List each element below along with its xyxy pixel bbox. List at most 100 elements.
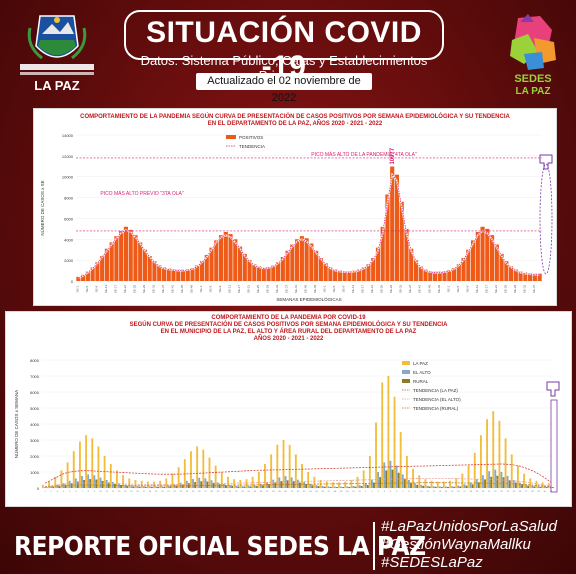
chart2-bar-rural: [416, 484, 419, 488]
chart2-bar-rural: [329, 486, 332, 488]
chart2-legend-label: LA PAZ: [413, 361, 428, 366]
chart2-bar-rural: [194, 482, 197, 488]
chart2-bar-rural: [274, 482, 277, 488]
chart2-bar-rural: [502, 477, 505, 488]
chart1-bar: [366, 264, 371, 281]
chart1-bar: [494, 244, 499, 281]
chart2-x-tick: 24: [507, 491, 510, 493]
chart2-x-tick: 4: [63, 491, 65, 493]
chart2-bar-rural: [397, 472, 400, 488]
chart2-x-tick: 15: [130, 491, 133, 493]
chart1-bar: [380, 226, 385, 281]
chart2-bar-el-alto: [290, 477, 293, 488]
hashtag-2: #GestiónWaynaMallku: [381, 536, 531, 553]
chart2-bar-la-paz: [177, 467, 180, 488]
chart2-bar-la-paz: [288, 444, 291, 488]
chart1-x-tick: SE-33: [275, 285, 279, 294]
chart2-bar-la-paz: [362, 470, 365, 488]
chart1-bar: [261, 267, 266, 281]
chart2-bar-el-alto: [346, 486, 349, 488]
hashtag-1: #LaPazUnidosPorLaSalud: [381, 518, 557, 535]
chart1-bar: [470, 240, 476, 281]
chart1-x-tick: SE-13: [475, 285, 479, 294]
chart2-x-tick: 18: [470, 491, 473, 493]
chart2-x-tick: 13: [118, 491, 121, 493]
chart2-bar-el-alto: [247, 485, 250, 488]
chart2-bar-rural: [471, 484, 474, 488]
chart2-bar-rural: [83, 480, 85, 488]
chart2-bar-rural: [440, 486, 443, 488]
chart1-x-tick: SE-37: [532, 285, 536, 294]
chart2-bar-rural: [447, 486, 449, 488]
chart2-bar-rural: [551, 487, 554, 488]
chart1-bar: [375, 247, 381, 281]
chart1-bar: [95, 262, 100, 281]
chart2-bar-rural: [231, 486, 234, 488]
chart2-x-tick: 12: [432, 491, 435, 493]
chart1-y-tick: 0: [71, 279, 74, 284]
chart1-bar: [304, 238, 309, 281]
chart2-x-tick: 30: [544, 491, 547, 493]
chart1-x-tick: SE-37: [408, 285, 412, 294]
chart2-x-tick: 6: [75, 491, 77, 493]
chart1-bar: [532, 273, 537, 281]
chart2-bar-el-alto: [482, 475, 484, 488]
chart2-bar-la-paz: [54, 476, 57, 488]
chart1-x-tick: SE-5: [456, 285, 460, 292]
chart2-bar-el-alto: [537, 486, 540, 488]
chart2-bar-la-paz: [405, 456, 408, 488]
chart1-bar: [199, 261, 205, 281]
chart1-bar: [399, 201, 404, 281]
chart1-bar: [214, 240, 219, 281]
chart2-y-label: NÚMERO DE CASOS x SEMANA: [13, 390, 19, 458]
chart2-x-tick: 10: [420, 491, 423, 493]
chart2-bar-el-alto: [519, 482, 521, 488]
chart1-x-tick: SE-33: [399, 285, 403, 294]
chart2-bar-rural: [95, 479, 98, 488]
chart2-bar-el-alto: [358, 485, 361, 488]
chart2-bar-el-alto: [469, 482, 472, 488]
chart2-bar-rural: [527, 485, 530, 488]
footer: REPORTE OFICIAL SEDES LA PAZ #LaPazUnido…: [0, 512, 576, 574]
chart1-bar: [447, 270, 452, 281]
chart2-x-tick: 11: [106, 491, 109, 493]
chart2-bar-el-alto: [488, 471, 491, 488]
chart1-bar: [247, 260, 252, 281]
chart2-bar-rural: [120, 484, 122, 488]
hashtag-3: #SEDESLaPaz: [381, 554, 483, 571]
chart1-bar: [81, 274, 86, 281]
chart2-bar-rural: [292, 481, 295, 488]
chart2-bar-la-paz: [196, 446, 199, 488]
chart1-bar: [480, 226, 485, 281]
chart2-bar-la-paz: [251, 476, 254, 488]
chart1-bar: [152, 261, 157, 281]
chart2-bar-la-paz: [547, 483, 550, 488]
chart2-x-tick: 22: [173, 491, 176, 493]
chart1-x-tick: SE-49: [190, 285, 194, 294]
chart2-bar-rural: [348, 486, 351, 488]
chart2-bar-la-paz: [171, 473, 174, 488]
chart2-bar-rural: [490, 476, 493, 488]
chart2-bar-rural: [305, 484, 308, 488]
chart2-bar-rural: [58, 486, 61, 488]
chart2-bar-el-alto: [253, 485, 256, 488]
chart2-bar-el-alto: [352, 485, 355, 488]
chart1-x-tick: SE-5: [209, 285, 213, 292]
chart2-bar-el-alto: [500, 472, 503, 488]
chart1-bar: [114, 236, 119, 281]
chart2-bar-la-paz: [60, 470, 63, 488]
chart2-x-tick: 23: [500, 491, 503, 493]
chart1-x-tick: SE-25: [503, 285, 507, 294]
chart2-bar-rural: [64, 484, 67, 488]
chart2-x-tick: 16: [136, 491, 139, 493]
chart1-bar: [252, 264, 257, 281]
chart2-subtitle3: AÑOS 2020 - 2021 - 2022: [253, 336, 324, 342]
chart2-y-tick: 2000: [30, 454, 40, 459]
chart1-bar: [489, 235, 495, 281]
chart2-bar-el-alto: [272, 479, 275, 488]
chart2-bar-rural: [379, 477, 382, 488]
chart1-bar: [290, 244, 295, 281]
chart2-bar-el-alto: [278, 477, 281, 488]
chart1-bar: [318, 258, 323, 281]
